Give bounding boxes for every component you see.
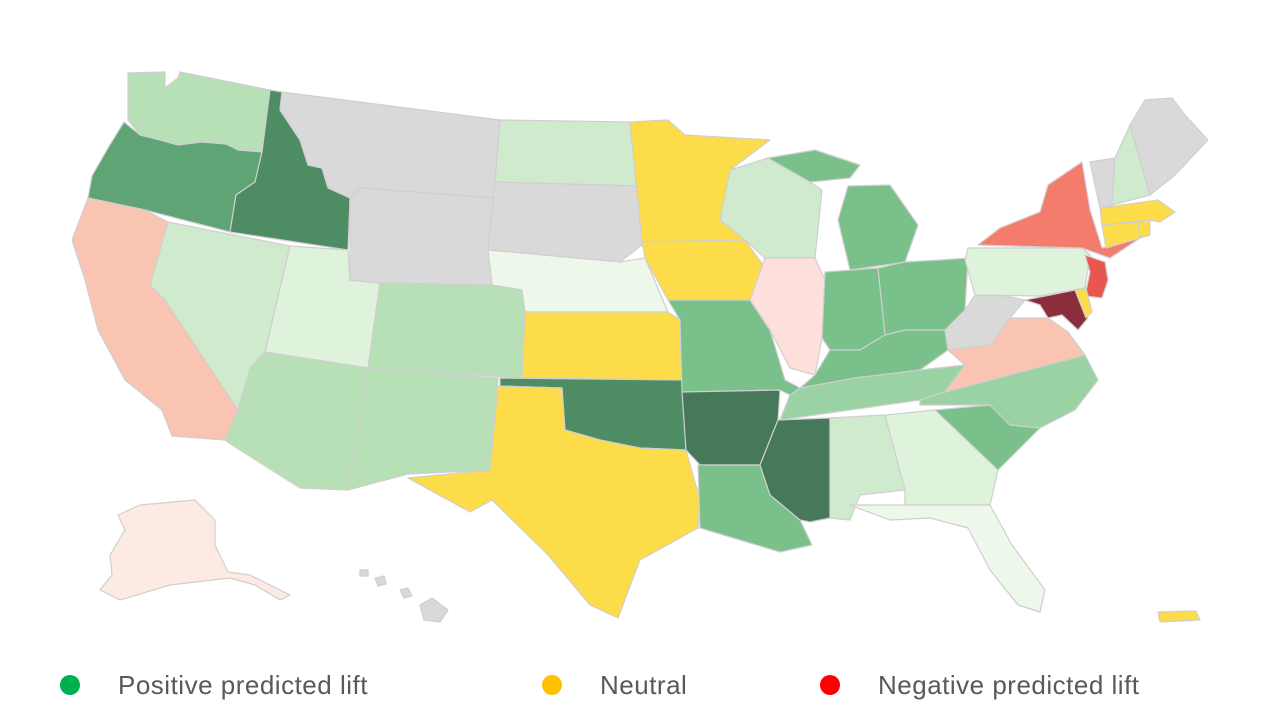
legend-label: Neutral <box>600 669 688 700</box>
legend-dot-icon <box>542 675 562 695</box>
state-indiana[interactable] <box>821 267 886 351</box>
state-connecticut[interactable] <box>1101 221 1141 249</box>
state-new-mexico[interactable] <box>347 367 499 491</box>
state-north-carolina[interactable] <box>919 354 1099 429</box>
state-rhode-island[interactable] <box>1137 219 1151 239</box>
legend-item-negative: Negative predicted lift <box>820 670 1140 700</box>
state-north-dakota[interactable] <box>494 119 639 187</box>
state-vermont[interactable] <box>1089 157 1116 209</box>
legend-item-neutral: Neutral <box>542 670 687 700</box>
state-new-york[interactable] <box>977 161 1141 259</box>
state-iowa[interactable] <box>641 239 766 301</box>
state-hawaii[interactable] <box>359 569 449 623</box>
legend-dot-icon <box>820 675 840 695</box>
legend-item-positive: Positive predicted lift <box>60 670 368 700</box>
state-south-dakota[interactable] <box>487 181 643 263</box>
legend-dot-icon <box>60 675 80 695</box>
state-alaska[interactable] <box>99 499 291 601</box>
state-new-jersey[interactable] <box>1084 254 1109 299</box>
state-pennsylvania[interactable] <box>964 247 1091 297</box>
state-massachusetts[interactable] <box>1099 199 1176 226</box>
state-delaware[interactable] <box>1074 287 1093 319</box>
us-choropleth-map <box>71 71 1209 623</box>
map-canvas <box>71 71 1209 623</box>
state-florida[interactable] <box>849 504 1046 613</box>
legend: Positive predicted lift Neutral Negative… <box>0 660 1280 710</box>
state-wyoming[interactable] <box>349 187 496 286</box>
territory-puerto-rico[interactable] <box>1157 610 1201 623</box>
state-colorado[interactable] <box>367 282 526 379</box>
state-texas[interactable] <box>407 385 701 619</box>
state-maine[interactable] <box>1129 97 1209 196</box>
state-kansas[interactable] <box>521 311 683 381</box>
legend-label: Positive predicted lift <box>118 669 368 700</box>
legend-label: Negative predicted lift <box>878 669 1140 700</box>
